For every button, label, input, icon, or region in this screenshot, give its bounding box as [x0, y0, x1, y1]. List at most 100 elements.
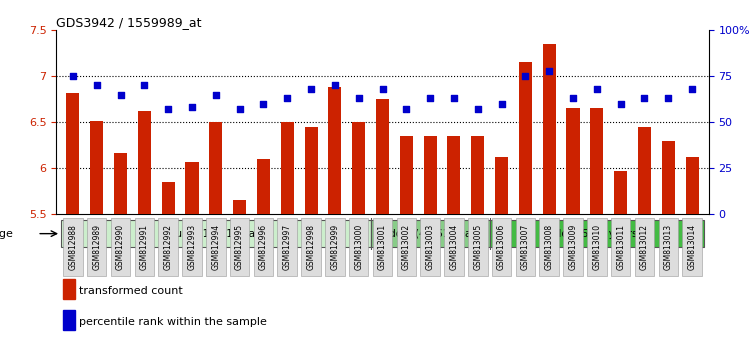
Bar [468, 218, 488, 276]
Point [352, 95, 364, 101]
Text: GSM812990: GSM812990 [116, 224, 125, 270]
Text: GSM813003: GSM813003 [426, 224, 435, 270]
Bar [400, 136, 412, 214]
Point [496, 101, 508, 107]
Text: GSM813004: GSM813004 [449, 224, 458, 270]
Bar [325, 218, 345, 276]
Point [305, 86, 317, 92]
Point [328, 82, 340, 88]
Text: young (19-31 years): young (19-31 years) [163, 229, 268, 239]
Bar [448, 136, 460, 214]
Bar [490, 220, 704, 247]
Bar [610, 218, 631, 276]
Bar [87, 218, 106, 276]
Text: GSM812988: GSM812988 [68, 224, 77, 270]
Bar [376, 99, 389, 214]
Point [210, 92, 222, 97]
Point [257, 101, 269, 107]
Bar [634, 218, 654, 276]
Bar [280, 122, 294, 214]
Bar [373, 218, 392, 276]
Text: GSM813013: GSM813013 [664, 224, 673, 270]
Bar [63, 218, 82, 276]
Point [162, 107, 174, 112]
Point [638, 95, 650, 101]
Point [615, 101, 627, 107]
Bar [114, 153, 127, 214]
Point [186, 104, 198, 110]
Text: GSM812998: GSM812998 [307, 224, 316, 270]
Bar [257, 159, 270, 214]
Bar [587, 218, 607, 276]
Text: GSM813002: GSM813002 [402, 224, 411, 270]
Bar [134, 218, 154, 276]
Bar [90, 121, 104, 214]
Bar [424, 136, 436, 214]
Point [281, 95, 293, 101]
Bar [492, 218, 512, 276]
Text: GSM813006: GSM813006 [497, 224, 506, 270]
Point [662, 95, 674, 101]
Text: GSM812994: GSM812994 [211, 224, 220, 270]
Bar [614, 171, 627, 214]
Bar [206, 218, 226, 276]
Text: percentile rank within the sample: percentile rank within the sample [79, 317, 267, 327]
Text: age: age [0, 229, 13, 239]
Bar [420, 218, 440, 276]
Bar [158, 218, 178, 276]
Bar [590, 108, 603, 214]
Point [424, 95, 436, 101]
Text: GSM812993: GSM812993 [188, 224, 196, 270]
Text: transformed count: transformed count [79, 286, 183, 296]
Text: GSM813008: GSM813008 [544, 224, 554, 270]
Point [233, 107, 245, 112]
Bar [230, 218, 250, 276]
Bar [686, 157, 699, 214]
Text: GSM812995: GSM812995 [235, 224, 244, 270]
Bar [515, 218, 535, 276]
Bar [63, 279, 74, 299]
Text: GSM812992: GSM812992 [164, 224, 172, 270]
Point [448, 95, 460, 101]
Text: GSM812991: GSM812991 [140, 224, 148, 270]
Bar [61, 220, 370, 247]
Text: old (65-84 years): old (65-84 years) [552, 229, 641, 239]
Bar [566, 108, 580, 214]
Bar [138, 111, 151, 214]
Point [472, 107, 484, 112]
Bar [543, 44, 556, 214]
Bar [162, 182, 175, 214]
Text: GSM812996: GSM812996 [259, 224, 268, 270]
Bar [352, 122, 365, 214]
Point [67, 73, 79, 79]
Bar [397, 218, 416, 276]
Text: middle (42-61 years): middle (42-61 years) [376, 229, 484, 239]
Bar [209, 122, 222, 214]
Text: GSM813000: GSM813000 [354, 224, 363, 270]
Bar [66, 93, 80, 214]
Bar [349, 218, 368, 276]
Point [115, 92, 127, 97]
Text: GSM813012: GSM813012 [640, 224, 649, 270]
Bar [304, 127, 317, 214]
Bar [63, 310, 74, 330]
Bar [682, 218, 702, 276]
Point [520, 73, 532, 79]
Bar [471, 136, 484, 214]
Point [543, 68, 555, 73]
Point [591, 86, 603, 92]
Text: GSM813005: GSM813005 [473, 224, 482, 270]
Point [400, 107, 412, 112]
Bar [444, 218, 464, 276]
Text: GSM813011: GSM813011 [616, 224, 626, 270]
Bar [519, 62, 532, 214]
Point [686, 86, 698, 92]
Point [138, 82, 150, 88]
Point [376, 86, 388, 92]
Bar [111, 218, 130, 276]
Text: GSM812999: GSM812999 [330, 224, 339, 270]
Bar [662, 141, 675, 214]
Bar [370, 220, 490, 247]
Bar [185, 162, 199, 214]
Bar [539, 218, 559, 276]
